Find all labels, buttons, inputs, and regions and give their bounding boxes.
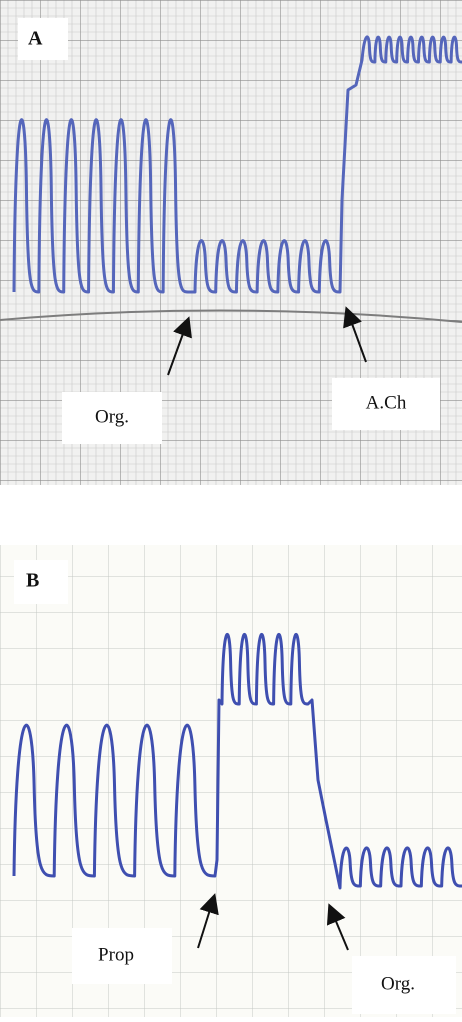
annotation-box [62, 392, 162, 444]
arrow [167, 316, 192, 376]
annotation-box [352, 956, 456, 1014]
annotation-box [72, 928, 172, 984]
chart-paper [0, 545, 462, 1017]
annotation: A.Ch [366, 392, 407, 413]
annotation-box [332, 378, 440, 430]
label-box [18, 18, 68, 60]
trace [12, 35, 462, 294]
panel-label: A [28, 28, 43, 50]
annotation: Org. [381, 973, 415, 994]
label-box [14, 560, 68, 604]
arrow [326, 903, 349, 951]
annotation: Org. [95, 406, 129, 427]
panel-b: B Prop Org. [0, 545, 462, 1017]
panel-label: B [26, 570, 39, 592]
paper-fold [0, 309, 462, 323]
arrow [197, 893, 219, 949]
annotation: Prop [98, 944, 134, 965]
panel-a: A Org. A.Ch [0, 0, 462, 485]
arrow [343, 306, 367, 363]
trace [12, 632, 462, 890]
